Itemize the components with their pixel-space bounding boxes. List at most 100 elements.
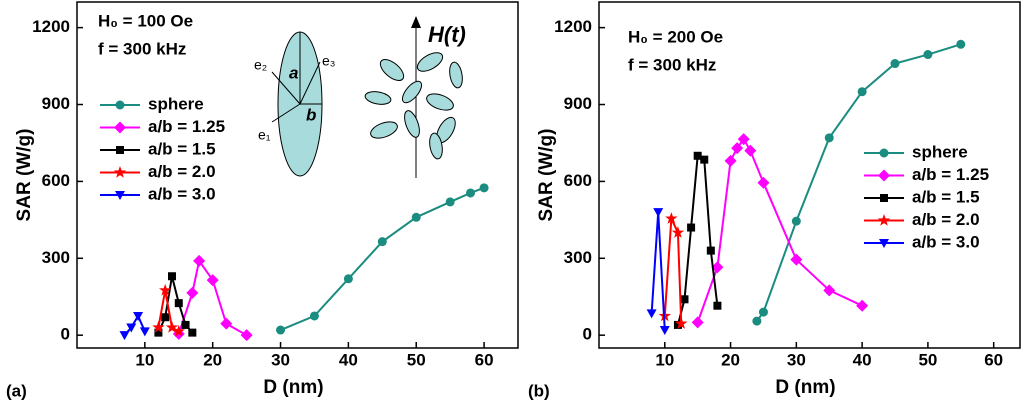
marker: [877, 214, 891, 226]
marker: [687, 223, 696, 232]
marker: [377, 237, 387, 247]
plot-frame: [598, 1, 1021, 349]
x-tick-label: 50: [407, 350, 426, 369]
marker: [757, 176, 770, 189]
y-tick-label: 0: [583, 325, 592, 344]
x-tick-label: 30: [271, 350, 290, 369]
marker: [119, 331, 130, 341]
marker: [758, 307, 768, 317]
e3: [299, 61, 321, 105]
marker: [186, 286, 199, 299]
x-tick-label: 50: [918, 350, 937, 369]
marker: [113, 166, 127, 178]
marker: [824, 133, 834, 143]
annotation: H₀ = 100 Oe: [98, 11, 193, 30]
annotation: H₀ = 200 Oe: [628, 27, 723, 46]
marker: [752, 316, 762, 326]
panel-label: (a): [6, 381, 27, 400]
marker: [665, 212, 678, 224]
y-axis-title: SAR (W/g): [536, 129, 557, 222]
marker: [671, 226, 685, 238]
marker: [193, 254, 206, 267]
marker: [309, 311, 319, 321]
marker: [790, 253, 803, 266]
x-axis-title: D (nm): [263, 377, 323, 398]
marker: [675, 317, 688, 329]
marker: [445, 197, 455, 207]
marker: [711, 261, 724, 274]
marker: [172, 324, 185, 337]
e1: [271, 103, 301, 123]
marker: [923, 50, 933, 60]
legend-label: a/b = 2.0: [148, 162, 216, 181]
marker: [737, 133, 750, 146]
marker: [152, 320, 165, 333]
marker: [133, 311, 144, 321]
marker: [879, 239, 889, 248]
marker: [879, 148, 889, 158]
marker: [126, 323, 137, 333]
marker: [880, 194, 888, 202]
marker: [724, 154, 737, 167]
marker: [956, 39, 966, 49]
marker: [691, 316, 704, 329]
particles: [364, 52, 463, 160]
marker: [693, 151, 702, 160]
marker: [791, 216, 801, 226]
marker: [116, 146, 124, 154]
legend-label: a/b = 3.0: [148, 184, 216, 203]
marker: [167, 272, 176, 281]
y-tick-label: 600: [564, 171, 592, 190]
marker: [731, 142, 744, 155]
inset-label: b: [306, 105, 316, 124]
legend-label: a/b = 3.0: [912, 232, 980, 251]
x-tick-label: 60: [475, 350, 494, 369]
inset-label: H(t): [428, 22, 466, 47]
y-tick-label: 300: [564, 248, 592, 267]
y-axis-title: SAR (W/g): [14, 129, 35, 222]
x-tick-label: 60: [984, 350, 1003, 369]
marker: [161, 313, 170, 322]
inset-label: e₃: [322, 53, 336, 69]
legend-label: sphere: [912, 142, 968, 161]
annotation: f = 300 kHz: [628, 55, 716, 74]
marker: [114, 121, 126, 134]
x-tick-label: 30: [787, 350, 806, 369]
y-tick-label: 300: [42, 248, 70, 267]
field-arrow-head: [411, 16, 421, 28]
marker: [220, 317, 233, 330]
marker: [659, 326, 670, 336]
x-tick-label: 10: [655, 350, 674, 369]
marker: [240, 329, 253, 342]
x-tick-label: 40: [853, 350, 872, 369]
marker: [466, 188, 476, 198]
marker: [890, 59, 900, 69]
marker: [878, 169, 890, 182]
marker: [115, 191, 125, 200]
marker: [188, 328, 197, 337]
x-tick-label: 20: [721, 350, 740, 369]
marker: [744, 144, 757, 157]
marker: [411, 212, 421, 222]
y-tick-label: 600: [42, 171, 70, 190]
marker: [646, 309, 657, 319]
inset-label: e₁: [258, 127, 271, 143]
series-line: [663, 218, 683, 324]
marker: [174, 299, 183, 308]
marker: [479, 183, 489, 193]
legend-label: a/b = 1.25: [912, 165, 989, 184]
y-tick-label: 1200: [554, 17, 592, 36]
y-tick-label: 1200: [32, 17, 70, 36]
marker: [206, 274, 219, 287]
marker: [181, 320, 190, 329]
legend-label: a/b = 2.0: [912, 210, 980, 229]
marker: [680, 295, 689, 304]
marker: [857, 87, 867, 97]
x-tick-label: 10: [135, 350, 154, 369]
x-tick-label: 20: [203, 350, 222, 369]
y-tick-label: 0: [61, 325, 70, 344]
marker: [165, 320, 179, 333]
marker: [700, 155, 709, 164]
legend-label: a/b = 1.25: [148, 117, 225, 136]
annotation: f = 300 kHz: [98, 39, 186, 58]
